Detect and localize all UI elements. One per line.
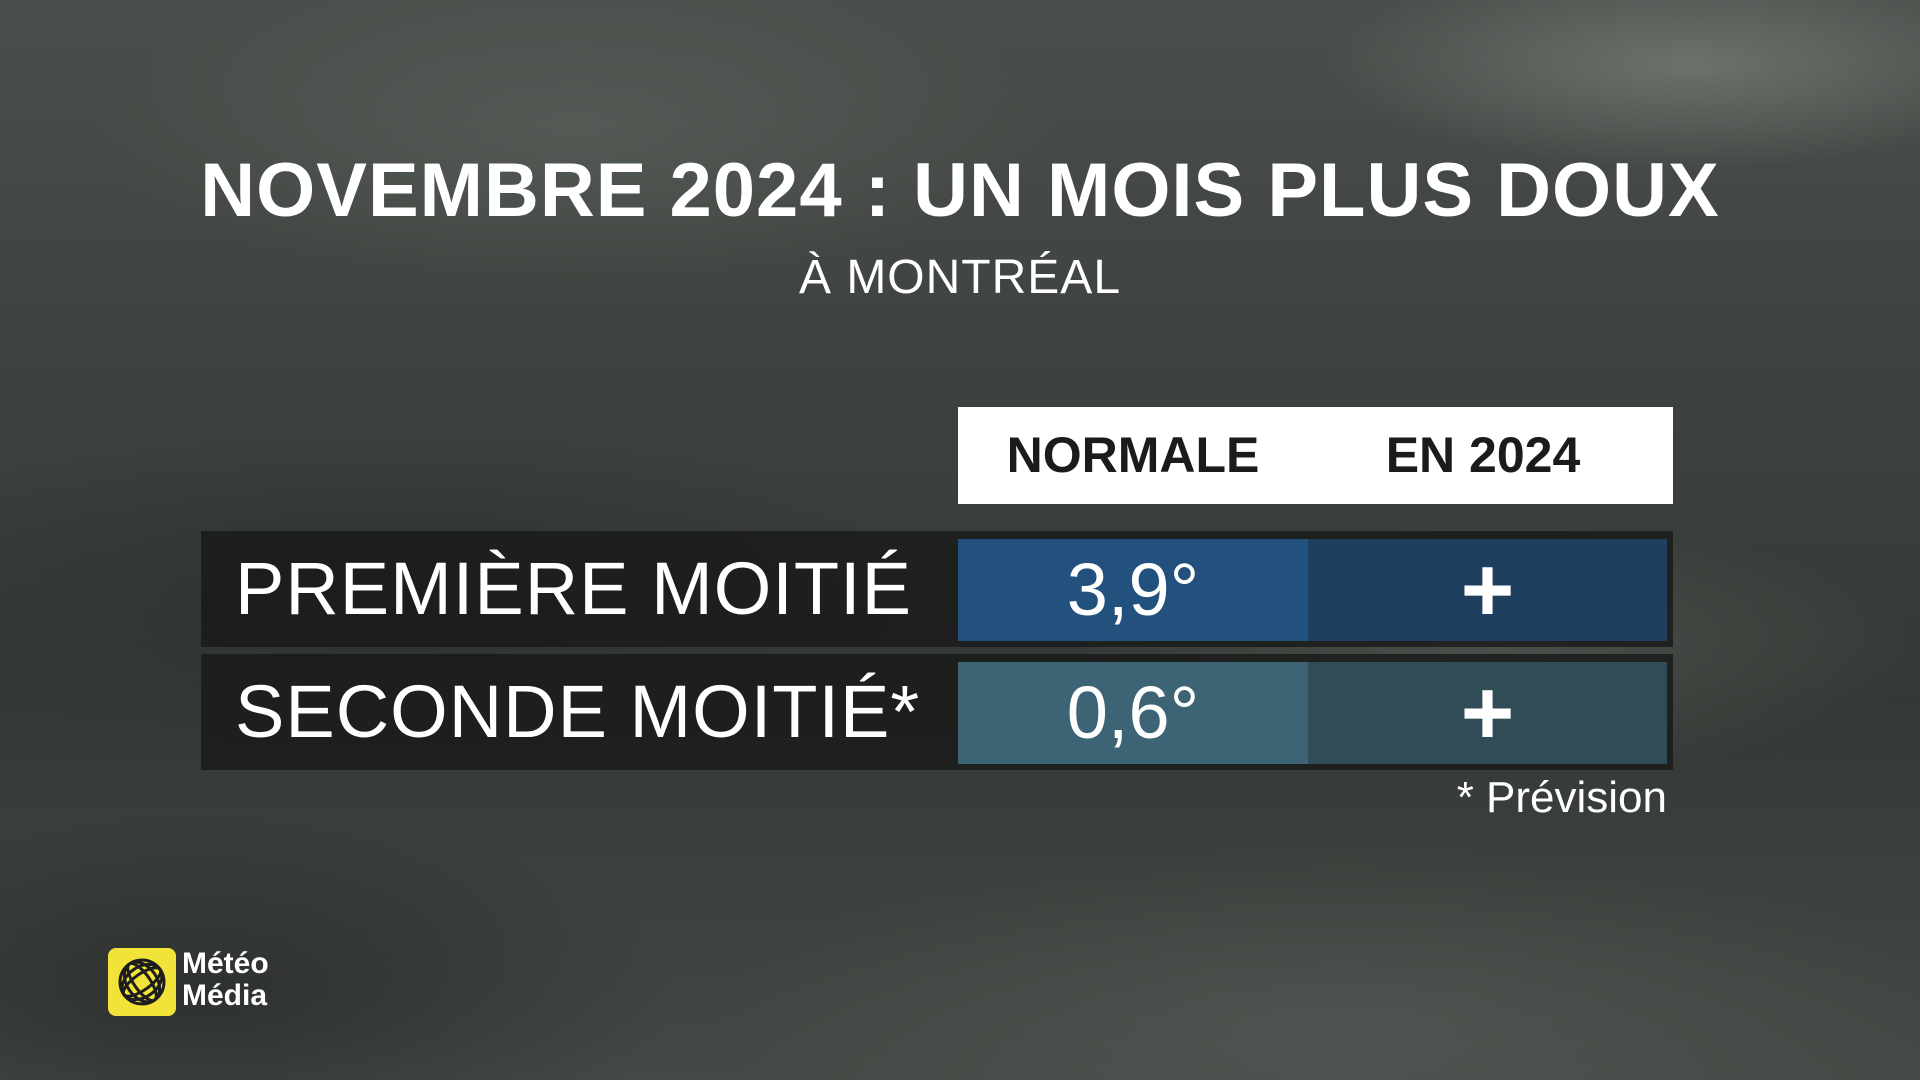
column-header-2024: EN 2024 <box>1385 427 1581 483</box>
meteomedia-globe-icon <box>108 948 176 1016</box>
page-title: NOVEMBRE 2024 : UN MOIS PLUS DOUX <box>200 148 1720 233</box>
normale-value: 0,6° <box>958 662 1308 764</box>
row-label: SECONDE MOITIÉ* <box>235 670 921 753</box>
logo-line-meteo: Météo <box>182 947 269 980</box>
table-row-seconde-moitie: SECONDE MOITIÉ* 0,6° + <box>201 654 1673 770</box>
table-header: NORMALE EN 2024 <box>958 407 1673 504</box>
column-header-normale: NORMALE <box>1006 427 1260 483</box>
footnote: * Prévision <box>1456 773 1667 822</box>
row-label: PREMIÈRE MOITIÉ <box>235 547 912 630</box>
logo-text: Météo Média <box>182 948 269 1012</box>
page-subtitle: À MONTRÉAL <box>798 251 1122 304</box>
annee-value-plus: + <box>1308 662 1667 764</box>
normale-value: 3,9° <box>958 539 1308 641</box>
logo-line-media: Média <box>182 979 268 1012</box>
table-row-premiere-moitie: PREMIÈRE MOITIÉ 3,9° + <box>201 531 1673 647</box>
annee-value-plus: + <box>1308 539 1667 641</box>
meteomedia-logo: Météo Média <box>108 946 288 1016</box>
